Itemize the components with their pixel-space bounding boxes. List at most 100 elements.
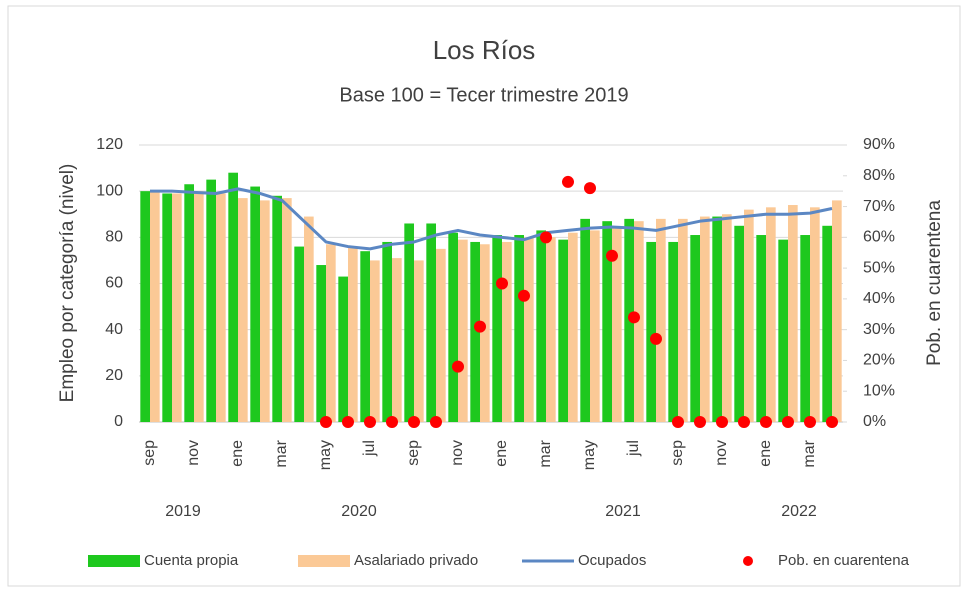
bar xyxy=(162,193,172,422)
point xyxy=(738,416,750,428)
y2-axis-title: Pob. en cuarentena xyxy=(924,200,945,366)
x-tick-label: ene xyxy=(493,440,510,467)
x-tick-label: mar xyxy=(273,439,290,467)
bar xyxy=(228,172,238,422)
bar xyxy=(206,179,216,422)
bar xyxy=(458,239,468,422)
legend-swatch xyxy=(743,556,753,566)
bar xyxy=(766,207,776,422)
bar xyxy=(700,216,710,422)
x-tick-label: ene xyxy=(757,440,774,467)
y-tick-label: 120 xyxy=(96,136,123,153)
bar xyxy=(250,186,260,422)
y2-tick-label: 70% xyxy=(863,198,895,215)
legend-label: Pob. en cuarentena xyxy=(778,552,910,569)
y-tick-label: 60 xyxy=(105,275,123,292)
bar xyxy=(722,214,732,422)
y2-tick-label: 30% xyxy=(863,321,895,338)
bar xyxy=(392,258,402,422)
bar xyxy=(304,216,314,422)
bar xyxy=(316,265,326,422)
point xyxy=(342,416,354,428)
point xyxy=(694,416,706,428)
x-tick-label: ene xyxy=(229,440,246,467)
bar xyxy=(602,221,612,422)
bar xyxy=(546,237,556,422)
bar xyxy=(470,241,480,422)
point xyxy=(408,416,420,428)
bar xyxy=(612,228,622,422)
bar xyxy=(568,232,578,422)
x-group-label: 2019 xyxy=(165,503,201,520)
legend-label: Cuenta propia xyxy=(144,552,239,569)
y-tick-label: 40 xyxy=(105,321,123,338)
x-tick-label: mar xyxy=(537,439,554,467)
bar xyxy=(436,248,446,422)
bar xyxy=(668,241,678,422)
bar xyxy=(756,235,766,422)
x-tick-label: mar xyxy=(801,439,818,467)
y-tick-label: 20 xyxy=(105,367,123,384)
bar xyxy=(426,223,436,422)
y-tick-label: 0 xyxy=(114,413,123,430)
bar xyxy=(712,216,722,422)
x-tick-label: may xyxy=(581,440,598,470)
chart-subtitle: Base 100 = Tecer trimestre 2019 xyxy=(339,84,628,106)
bar xyxy=(634,221,644,422)
y2-tick-label: 40% xyxy=(863,290,895,307)
x-tick-label: jul xyxy=(625,440,642,457)
bar xyxy=(580,218,590,422)
bar xyxy=(656,218,666,422)
legend-label: Ocupados xyxy=(578,552,646,569)
bar xyxy=(360,251,370,422)
legend-swatch xyxy=(88,555,140,567)
point xyxy=(760,416,772,428)
point xyxy=(430,416,442,428)
bar xyxy=(502,241,512,422)
bar xyxy=(348,246,358,422)
point xyxy=(320,416,332,428)
point xyxy=(474,320,486,333)
bar xyxy=(524,237,534,422)
bar xyxy=(184,184,194,422)
point xyxy=(782,416,794,428)
legend-swatch xyxy=(298,555,350,567)
bar xyxy=(216,193,226,422)
bar xyxy=(370,260,380,422)
point xyxy=(452,360,464,373)
bar xyxy=(800,235,810,422)
bar xyxy=(536,230,546,422)
point xyxy=(606,249,618,262)
bar xyxy=(260,200,270,422)
point xyxy=(364,416,376,428)
x-group-label: 2022 xyxy=(781,503,817,520)
point xyxy=(826,416,838,428)
y-tick-label: 100 xyxy=(96,182,123,199)
bar xyxy=(822,225,832,422)
bar xyxy=(678,218,688,422)
bar xyxy=(590,230,600,422)
x-tick-label: nov xyxy=(713,440,730,466)
bar xyxy=(744,209,754,422)
bar xyxy=(338,276,348,422)
point xyxy=(628,311,640,324)
x-tick-label: nov xyxy=(449,440,466,466)
y-axis-title: Empleo por categoría (nivel) xyxy=(57,164,78,403)
legend-label: Asalariado privado xyxy=(354,552,478,569)
bar xyxy=(514,235,524,422)
y2-tick-label: 0% xyxy=(863,413,886,430)
point xyxy=(386,416,398,428)
x-tick-label: nov xyxy=(185,440,202,466)
bar xyxy=(272,195,282,422)
bar xyxy=(172,193,182,422)
y2-tick-label: 80% xyxy=(863,167,895,184)
bar xyxy=(404,223,414,422)
point xyxy=(562,175,574,188)
bar xyxy=(194,191,204,422)
point xyxy=(716,416,728,428)
x-tick-label: sep xyxy=(669,440,686,466)
bar xyxy=(778,239,788,422)
y2-tick-label: 50% xyxy=(863,259,895,276)
bar xyxy=(294,246,304,422)
